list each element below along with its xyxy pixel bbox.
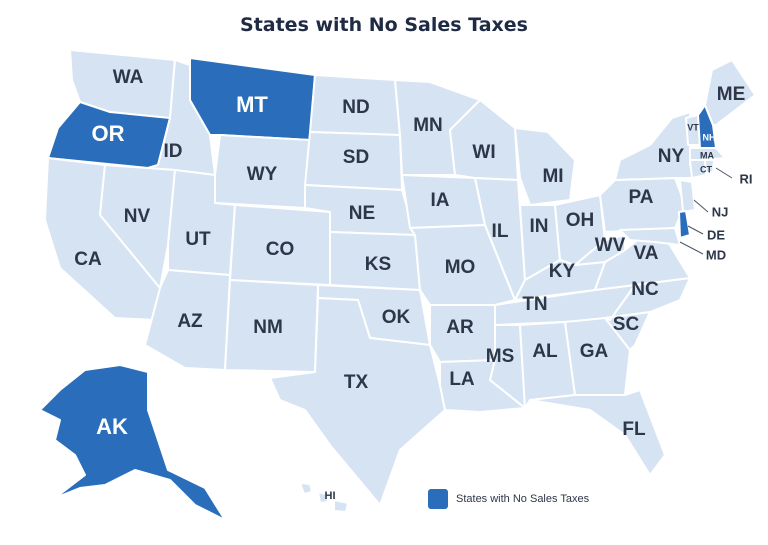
label-hi: HI bbox=[325, 490, 336, 502]
label-id: ID bbox=[164, 141, 183, 162]
label-ia: IA bbox=[431, 190, 450, 211]
map-title: States with No Sales Taxes bbox=[240, 14, 528, 36]
label-mo: MO bbox=[445, 257, 476, 278]
state-md[interactable] bbox=[619, 227, 681, 246]
label-oh: OH bbox=[566, 210, 595, 231]
label-ak: AK bbox=[96, 414, 128, 439]
label-nj: NJ bbox=[712, 204, 729, 219]
label-ar: AR bbox=[446, 317, 474, 338]
label-wa: WA bbox=[113, 67, 144, 88]
label-ok: OK bbox=[382, 307, 411, 328]
state-tx[interactable] bbox=[269, 297, 446, 506]
ri-leader bbox=[715, 167, 733, 179]
label-la: LA bbox=[449, 369, 475, 390]
state-hi-3[interactable] bbox=[333, 499, 349, 513]
label-co: CO bbox=[266, 239, 295, 260]
state-wy[interactable] bbox=[214, 134, 311, 209]
label-ma: MA bbox=[700, 150, 714, 160]
label-sc: SC bbox=[613, 314, 640, 335]
state-nj[interactable] bbox=[679, 179, 696, 213]
state-ri[interactable] bbox=[704, 159, 715, 174]
label-ne: NE bbox=[349, 203, 375, 224]
label-il: IL bbox=[492, 221, 509, 242]
label-or: OR bbox=[92, 121, 125, 146]
legend: States with No Sales Taxes bbox=[428, 489, 589, 509]
label-fl: FL bbox=[622, 419, 646, 440]
label-wy: WY bbox=[247, 164, 278, 185]
state-wv[interactable] bbox=[574, 234, 626, 266]
state-hi-2[interactable] bbox=[317, 491, 329, 504]
label-ri: RI bbox=[740, 171, 753, 186]
label-me: ME bbox=[717, 84, 746, 105]
state-hi[interactable] bbox=[299, 482, 313, 495]
label-nh: NH bbox=[703, 132, 716, 142]
label-ga: GA bbox=[580, 341, 609, 362]
label-ks: KS bbox=[365, 254, 391, 275]
state-ms[interactable] bbox=[489, 324, 526, 409]
label-sd: SD bbox=[343, 147, 369, 168]
de-leader bbox=[687, 225, 704, 235]
state-de[interactable] bbox=[678, 210, 691, 239]
legend-label: States with No Sales Taxes bbox=[456, 493, 590, 505]
label-vt: VT bbox=[687, 122, 699, 132]
label-tx: TX bbox=[344, 372, 369, 393]
label-ct: CT bbox=[700, 164, 712, 174]
state-ga[interactable] bbox=[564, 317, 631, 396]
md-leader bbox=[679, 241, 704, 255]
label-mt: MT bbox=[236, 92, 268, 117]
label-ny: NY bbox=[658, 146, 685, 167]
label-ky: KY bbox=[549, 261, 576, 282]
label-wi: WI bbox=[472, 142, 495, 163]
label-ms: MS bbox=[486, 346, 515, 367]
label-nv: NV bbox=[124, 206, 151, 227]
label-az: AZ bbox=[177, 311, 203, 332]
label-mi: MI bbox=[542, 166, 563, 187]
state-ny[interactable] bbox=[614, 111, 696, 181]
state-ak[interactable] bbox=[39, 364, 226, 521]
label-ut: UT bbox=[185, 229, 211, 250]
nj-leader bbox=[693, 199, 709, 213]
state-mi[interactable] bbox=[514, 127, 576, 206]
state-me[interactable] bbox=[704, 59, 756, 126]
label-nd: ND bbox=[342, 97, 369, 118]
label-de: DE bbox=[707, 227, 725, 242]
label-ca: CA bbox=[74, 249, 102, 270]
state-ct[interactable] bbox=[689, 159, 707, 179]
label-pa: PA bbox=[629, 187, 654, 208]
label-nm: NM bbox=[253, 317, 283, 338]
label-va: VA bbox=[634, 243, 659, 264]
label-nc: NC bbox=[631, 279, 659, 300]
label-mn: MN bbox=[413, 115, 443, 136]
label-al: AL bbox=[532, 341, 558, 362]
state-fl[interactable] bbox=[529, 389, 666, 476]
legend-swatch bbox=[428, 489, 448, 509]
label-in: IN bbox=[530, 216, 549, 237]
label-md: MD bbox=[706, 247, 726, 262]
state-nv[interactable] bbox=[99, 164, 176, 289]
label-wv: WV bbox=[595, 235, 626, 256]
state-nh[interactable] bbox=[697, 104, 717, 149]
label-tn: TN bbox=[522, 294, 547, 315]
